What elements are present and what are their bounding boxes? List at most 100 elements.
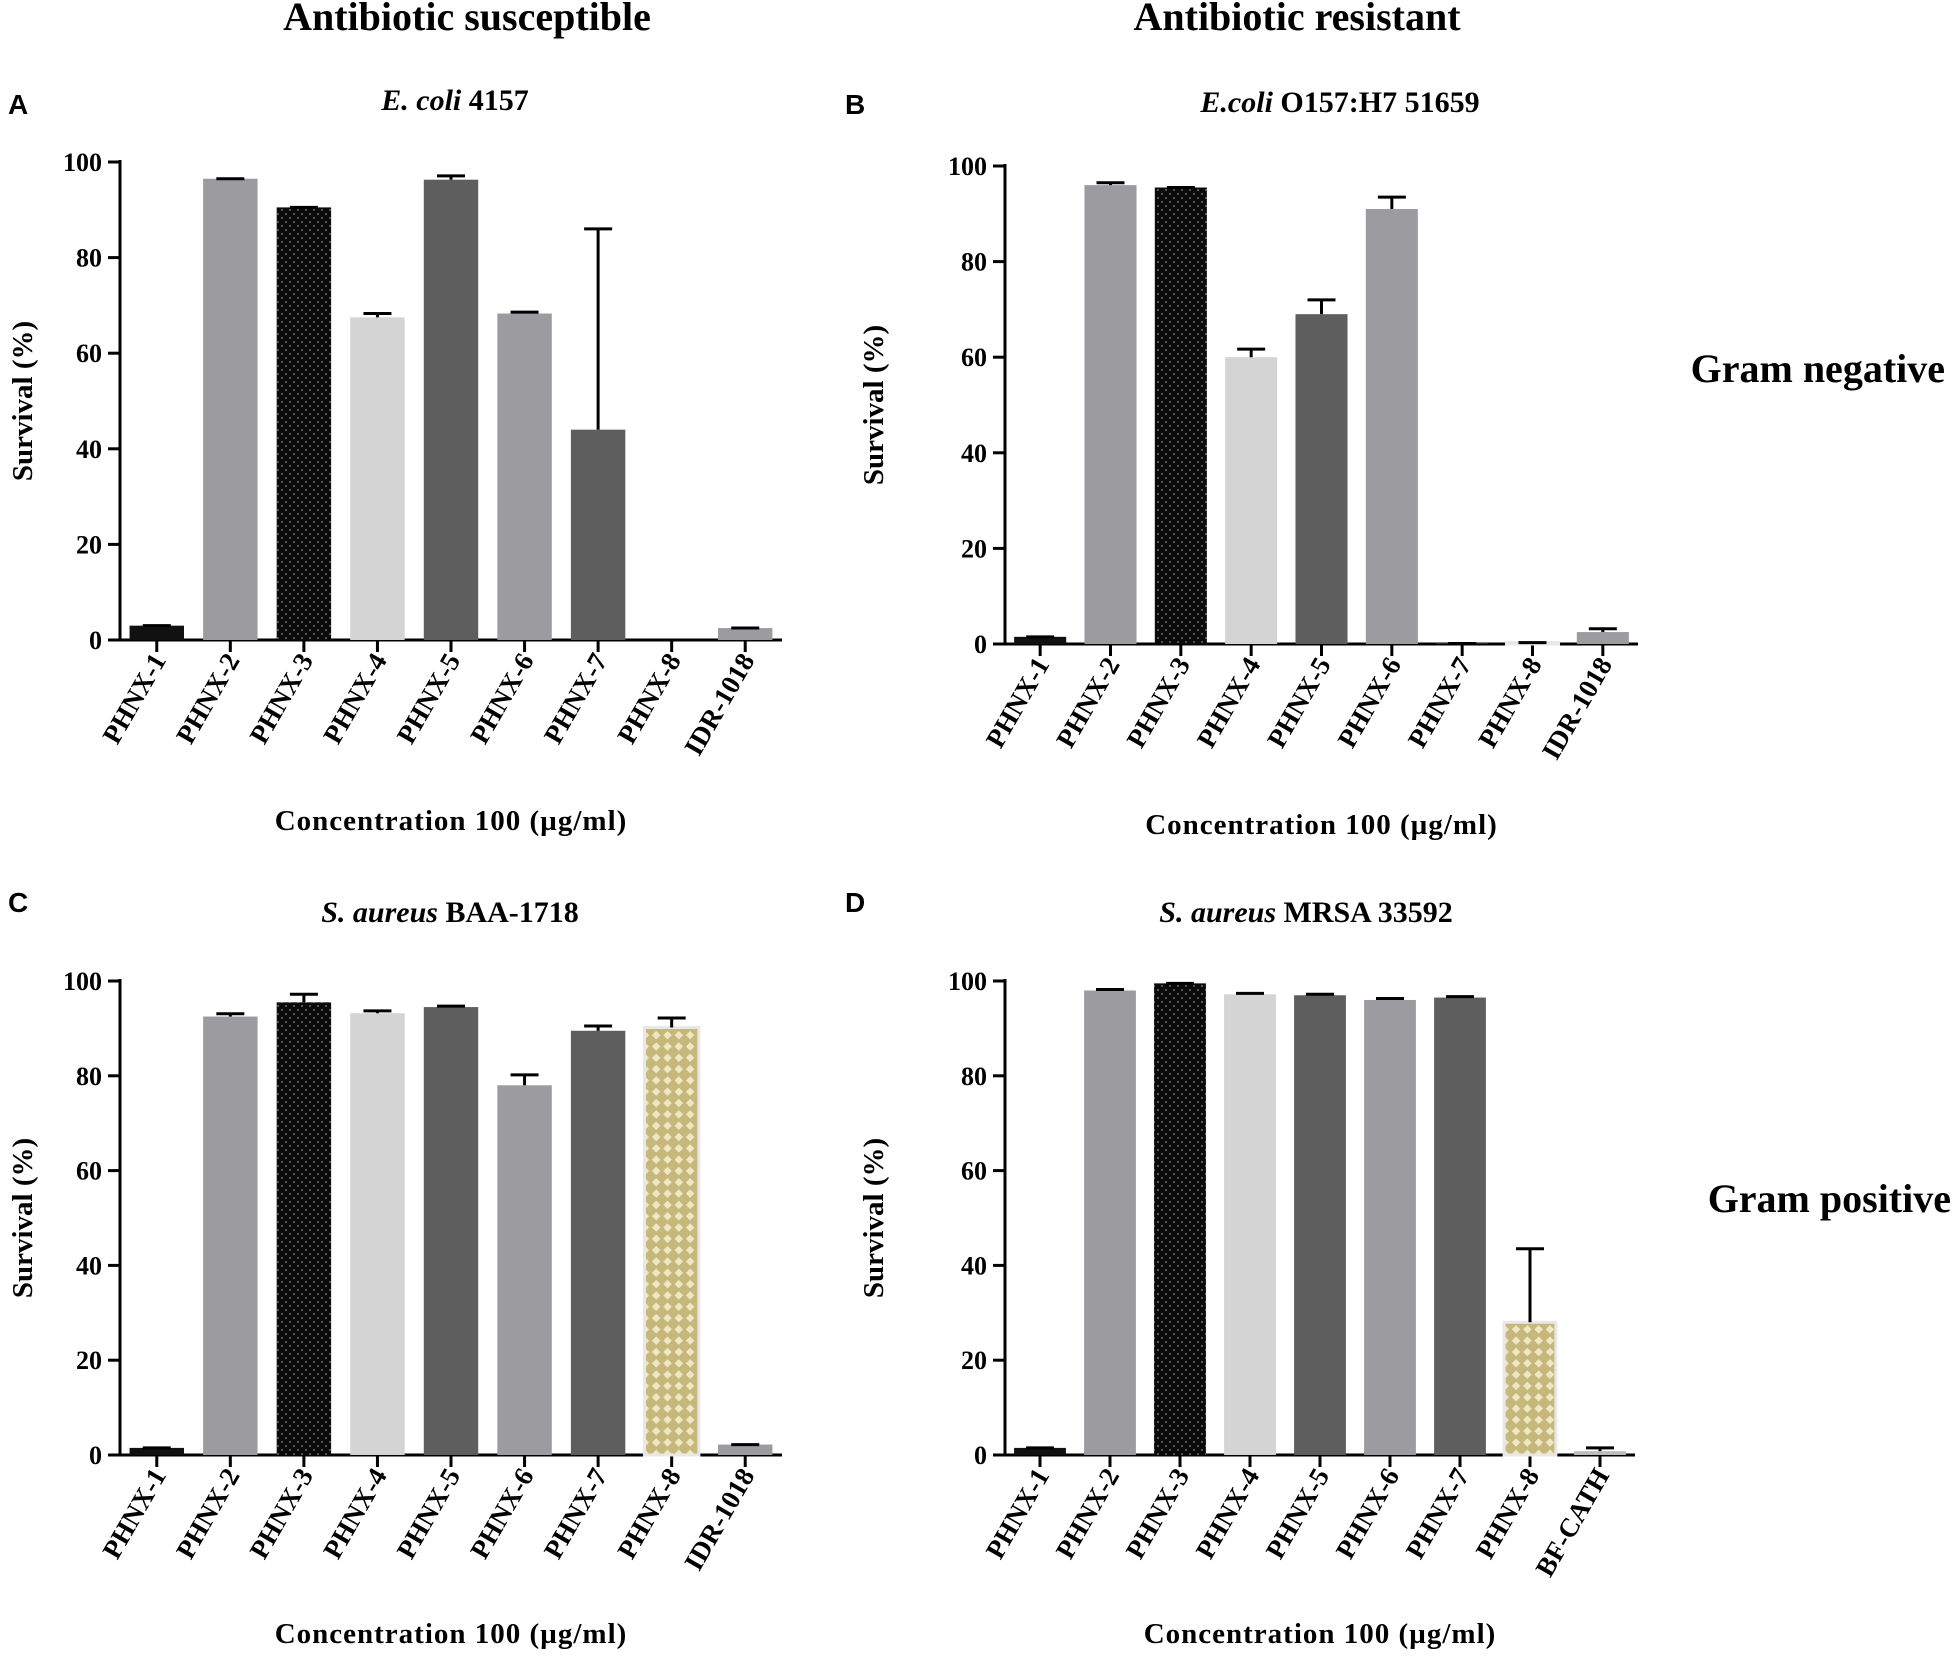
- category-label: PHNX-6: [1330, 1463, 1405, 1564]
- y-tick-label: 80: [76, 244, 102, 273]
- y-tick-label: 20: [76, 530, 102, 559]
- x-axis-title: Concentration 100 (µg/ml): [1145, 809, 1498, 841]
- bar-phnx-6: [497, 313, 552, 640]
- y-tick-label: 60: [961, 1157, 987, 1186]
- bar-phnx-5: [1295, 314, 1348, 644]
- category-label: PHNX-3: [244, 1463, 319, 1564]
- panel-title-strain: BAA-1718: [438, 896, 579, 929]
- bar-phnx-3: [276, 207, 332, 640]
- category-label: PHNX-2: [1050, 1463, 1125, 1564]
- bar-phnx-1: [1014, 636, 1067, 644]
- panel-title: E. coli 4157: [380, 84, 529, 117]
- bar-phnx-5: [1294, 995, 1346, 1455]
- category-label: PHNX-3: [1121, 652, 1196, 753]
- y-tick-label: 100: [948, 152, 987, 181]
- y-tick-label: 60: [76, 339, 102, 368]
- category-label: PHNX-2: [170, 1463, 245, 1564]
- x-axis-title: Concentration 100 (µg/ml): [1144, 1618, 1497, 1650]
- category-label: PHNX-4: [317, 648, 392, 749]
- panel-letter: D: [845, 887, 865, 918]
- bar-phnx-3: [1154, 187, 1207, 644]
- bar-phnx-5: [423, 1007, 479, 1455]
- bar-phnx-2: [1084, 185, 1137, 644]
- category-label: PHNX-1: [980, 652, 1055, 753]
- y-tick-label: 80: [961, 248, 987, 277]
- category-label: PHNX-5: [391, 1463, 466, 1564]
- bar-phnx-8: [1502, 1320, 1558, 1457]
- y-axis-title: Survival (%): [7, 321, 39, 481]
- bar-phnx-1: [129, 1447, 184, 1455]
- category-label: PHNX-6: [1332, 652, 1407, 753]
- category-label: PHNX-8: [1470, 1463, 1545, 1564]
- panel-c-chart: C S. aureus BAA-1718 0 20 40 60 80 100 Survival …: [7, 887, 782, 1650]
- panel-title: S. aureus MRSA 33592: [1159, 896, 1452, 929]
- panel-d-chart: D S. aureus MRSA 33592 0 20 40 60 80 100 Surviva…: [845, 887, 1635, 1650]
- category-label: PHNX-4: [317, 1463, 392, 1564]
- panel-title-species: S. aureus: [1159, 896, 1276, 929]
- y-tick-label: 40: [76, 1251, 102, 1280]
- panel-b-chart: B E.coli O157:H7 51659 0 20 40 60 80 100 Surviva…: [845, 86, 1638, 841]
- category-label: PHNX-4: [1190, 1463, 1265, 1564]
- bar-phnx-7: [1434, 997, 1486, 1455]
- panel-letter: B: [845, 89, 865, 120]
- bar-phnx-7: [570, 429, 626, 640]
- y-tick-label: 80: [961, 1062, 987, 1091]
- bar-phnx-6: [497, 1085, 552, 1455]
- category-label: PHNX-3: [244, 648, 319, 749]
- category-label: PHNX-1: [97, 648, 172, 749]
- category-label: PHNX-7: [1402, 652, 1477, 753]
- bar-idr-1018: [718, 628, 773, 640]
- y-tick-label: 20: [961, 534, 987, 563]
- y-tick-label: 60: [961, 343, 987, 372]
- y-tick-label: 40: [961, 1251, 987, 1280]
- bar-phnx-4: [350, 317, 405, 640]
- category-label: PHNX-7: [538, 1463, 613, 1564]
- y-axis-title: Survival (%): [7, 1138, 39, 1298]
- category-label: PHNX-6: [464, 648, 539, 749]
- y-tick-label: 60: [76, 1157, 102, 1186]
- category-label: IDR-1018: [678, 1463, 760, 1575]
- y-axis-title: Survival (%): [858, 1138, 890, 1298]
- category-label: PHNX-4: [1191, 652, 1266, 753]
- panel-title-species: E. coli: [380, 84, 462, 117]
- panel-title: S. aureus BAA-1718: [321, 896, 579, 929]
- y-tick-label: 40: [76, 435, 102, 464]
- panel-title-species: E.coli: [1199, 86, 1273, 119]
- y-tick-label: 40: [961, 439, 987, 468]
- panel-title: E.coli O157:H7 51659: [1199, 86, 1479, 119]
- bar-phnx-6: [1365, 209, 1418, 644]
- category-label: PHNX-6: [464, 1463, 539, 1564]
- bar-phnx-2: [1084, 990, 1136, 1455]
- bar-phnx-4: [1225, 357, 1278, 644]
- bar-bf-cath: [1574, 1451, 1626, 1455]
- bar-idr-1018: [1576, 632, 1629, 644]
- panel-title-strain: MRSA 33592: [1276, 896, 1453, 929]
- panel-a-chart: A E. coli 4157 0 20 40 60 80 100 Survival (%) Con…: [7, 84, 782, 837]
- category-label: PHNX-8: [611, 648, 686, 749]
- y-axis-title: Survival (%): [858, 325, 890, 485]
- y-tick-label: 20: [76, 1346, 102, 1375]
- y-tick-label: 0: [89, 626, 102, 655]
- bar-idr-1018: [718, 1444, 773, 1455]
- panel-letter: C: [8, 887, 28, 918]
- y-tick-label: 0: [89, 1441, 102, 1470]
- bar-phnx-2: [203, 178, 258, 641]
- panel-title-strain: O157:H7 51659: [1273, 86, 1480, 119]
- bar-phnx-4: [1224, 994, 1276, 1455]
- category-label: PHNX-1: [980, 1463, 1055, 1564]
- column-title-resistant: Antibiotic resistant: [1133, 0, 1461, 39]
- row-label-gram-positive: Gram positive: [1708, 1176, 1951, 1221]
- category-label: PHNX-8: [611, 1463, 686, 1564]
- bar-phnx-7: [570, 1030, 626, 1455]
- category-label: PHNX-3: [1120, 1463, 1195, 1564]
- category-label: PHNX-2: [1050, 652, 1125, 753]
- column-title-susceptible: Antibiotic susceptible: [283, 0, 651, 39]
- category-label: PHNX-5: [1261, 652, 1336, 753]
- row-label-gram-negative: Gram negative: [1691, 346, 1945, 391]
- bar-phnx-1: [1014, 1447, 1066, 1455]
- category-label: IDR-1018: [1536, 652, 1618, 764]
- y-tick-label: 0: [974, 630, 987, 659]
- category-label: PHNX-7: [1400, 1463, 1475, 1564]
- category-label: PHNX-8: [1472, 652, 1547, 753]
